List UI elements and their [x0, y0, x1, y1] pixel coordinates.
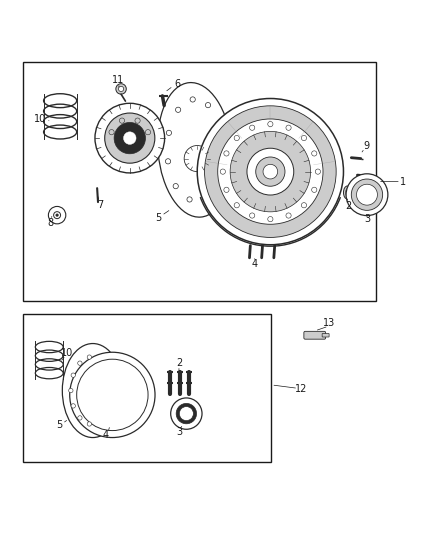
Circle shape [173, 183, 178, 189]
Circle shape [247, 148, 294, 195]
Ellipse shape [343, 186, 351, 199]
Circle shape [301, 135, 307, 141]
Bar [23, 62, 376, 301]
Circle shape [118, 86, 124, 92]
Circle shape [135, 118, 140, 123]
Circle shape [312, 187, 317, 192]
Circle shape [224, 151, 229, 156]
Circle shape [218, 119, 323, 224]
FancyBboxPatch shape [144, 132, 172, 144]
Circle shape [166, 130, 172, 135]
Text: 7: 7 [98, 200, 104, 209]
Circle shape [205, 102, 211, 108]
Circle shape [176, 107, 181, 112]
Circle shape [234, 135, 239, 141]
Circle shape [120, 118, 124, 123]
Circle shape [268, 122, 273, 127]
Circle shape [217, 123, 222, 127]
Circle shape [56, 214, 58, 216]
Text: 2: 2 [346, 200, 352, 211]
Text: 10: 10 [34, 114, 46, 124]
Text: 6: 6 [175, 79, 181, 88]
Circle shape [124, 132, 136, 144]
Ellipse shape [346, 189, 349, 197]
Bar [23, 314, 271, 462]
Circle shape [286, 213, 291, 218]
Circle shape [53, 212, 60, 219]
Text: 12: 12 [295, 384, 307, 394]
Text: 5: 5 [56, 421, 62, 430]
Circle shape [220, 169, 226, 174]
Text: 10: 10 [61, 348, 74, 358]
Circle shape [250, 213, 255, 218]
Text: 11: 11 [112, 75, 124, 85]
Circle shape [71, 403, 75, 408]
Circle shape [215, 177, 220, 182]
Circle shape [114, 123, 145, 154]
Circle shape [70, 352, 155, 438]
FancyBboxPatch shape [304, 332, 325, 339]
Circle shape [176, 403, 197, 424]
Circle shape [71, 373, 75, 377]
Ellipse shape [62, 344, 123, 438]
Circle shape [230, 132, 311, 212]
Circle shape [220, 150, 226, 155]
Circle shape [268, 216, 273, 222]
Text: 5: 5 [155, 213, 161, 223]
Circle shape [87, 355, 92, 359]
Circle shape [351, 179, 383, 211]
Circle shape [256, 157, 285, 186]
Circle shape [286, 125, 291, 131]
Circle shape [301, 203, 307, 208]
Circle shape [166, 159, 171, 164]
Text: 13: 13 [322, 318, 335, 328]
Text: 3: 3 [364, 214, 370, 224]
Circle shape [312, 151, 317, 156]
Circle shape [116, 84, 126, 94]
Circle shape [109, 130, 114, 135]
Circle shape [197, 99, 343, 245]
Circle shape [187, 197, 192, 202]
Ellipse shape [158, 83, 233, 217]
Circle shape [202, 195, 208, 200]
Circle shape [234, 203, 239, 208]
Circle shape [315, 169, 321, 174]
Circle shape [346, 174, 388, 215]
FancyBboxPatch shape [322, 334, 329, 337]
Circle shape [87, 422, 92, 426]
Text: 3: 3 [176, 427, 182, 437]
Circle shape [357, 184, 378, 205]
Text: 8: 8 [47, 218, 53, 228]
Circle shape [205, 106, 336, 237]
Circle shape [263, 164, 278, 179]
Circle shape [95, 103, 165, 173]
Circle shape [69, 389, 73, 393]
Circle shape [78, 416, 82, 420]
Circle shape [224, 187, 229, 192]
Text: 9: 9 [363, 141, 369, 150]
Circle shape [105, 113, 155, 163]
Text: 4: 4 [251, 260, 258, 269]
Circle shape [48, 206, 66, 224]
Text: 1: 1 [400, 176, 406, 187]
Circle shape [78, 361, 82, 365]
Circle shape [145, 130, 151, 135]
Circle shape [77, 359, 148, 431]
Circle shape [171, 398, 202, 429]
Circle shape [184, 146, 210, 172]
Circle shape [179, 407, 194, 421]
Text: 2: 2 [176, 358, 182, 368]
Circle shape [190, 97, 195, 102]
Circle shape [250, 125, 255, 131]
Text: 4: 4 [103, 430, 109, 440]
